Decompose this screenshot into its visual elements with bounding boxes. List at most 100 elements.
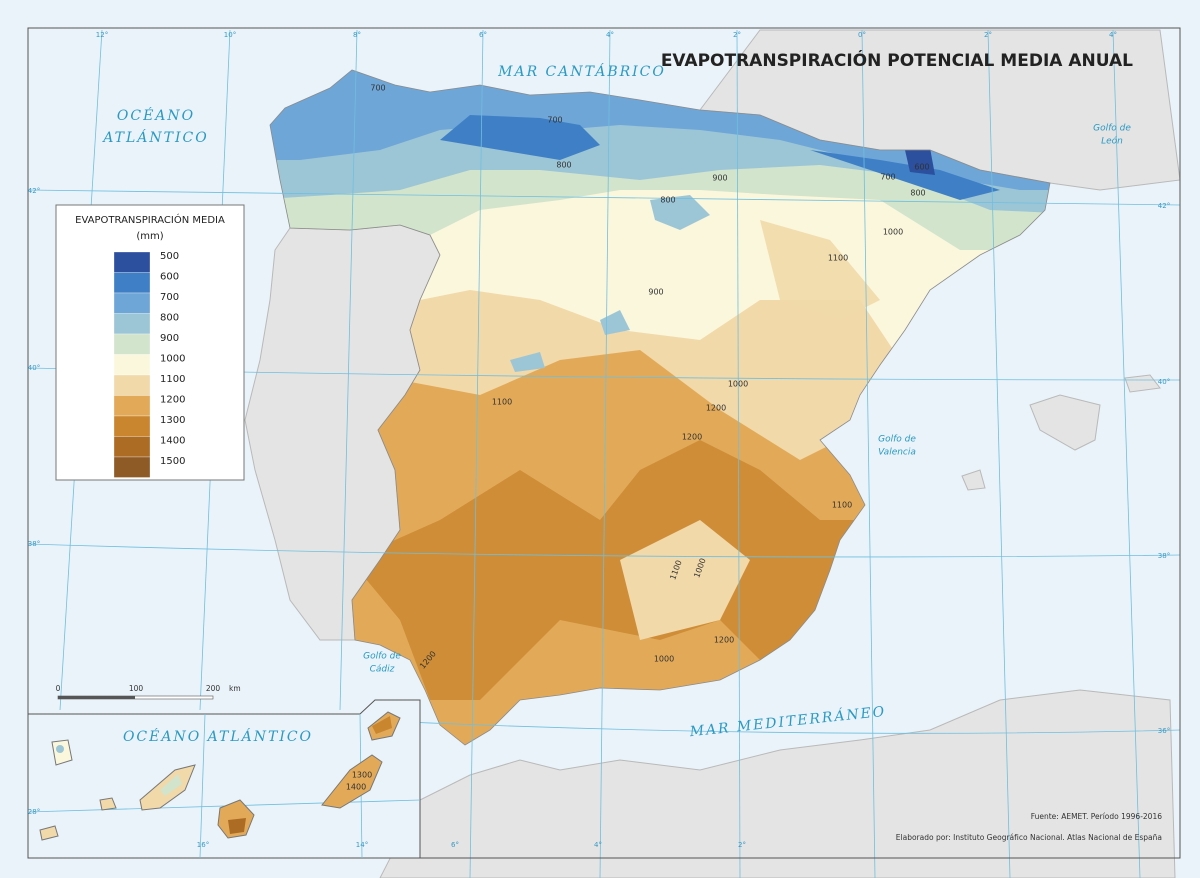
contour-label: 800: [910, 189, 925, 198]
zone: [760, 220, 880, 320]
contour-label: 800: [660, 196, 675, 205]
contour-label: 1300: [352, 771, 372, 780]
contour-label: 700: [370, 84, 385, 93]
zone: [510, 352, 545, 372]
map-shape: [160, 774, 182, 796]
map-shape: [39, 825, 59, 841]
legend-title: EVAPOTRANSPIRACIÓN MEDIA: [75, 213, 225, 226]
graticule-label: 40°: [28, 364, 40, 372]
graticule-label: 12°: [96, 31, 108, 39]
mallorca: [1029, 394, 1101, 451]
map-shape: [861, 29, 876, 878]
legend-swatch: [113, 415, 151, 437]
contour-label: 1100: [832, 501, 852, 510]
legend-swatch: [113, 333, 151, 355]
gulf-label: Golfo de: [878, 435, 916, 445]
graticule-label: 4°: [594, 841, 602, 849]
graticule-label: 2°: [738, 841, 746, 849]
credit: Elaborado por: Instituto Geográfico Naci…: [896, 833, 1162, 842]
legend-swatch: [113, 251, 151, 273]
graticule-label: 40°: [1158, 378, 1170, 386]
zone: [810, 150, 1000, 200]
africa: [379, 689, 1176, 878]
scale-label: 100: [129, 684, 144, 693]
sea-label: ATLÁNTICO: [101, 128, 208, 146]
map-shape: [987, 29, 1011, 878]
graticule-label: 0°: [858, 31, 866, 39]
zone: [650, 195, 710, 230]
sea-label: MAR CANTÁBRICO: [497, 62, 666, 80]
sea-label: OCÉANO: [117, 106, 195, 124]
frame: [27, 27, 1181, 859]
map-shape: [469, 29, 484, 878]
graticule-label: 6°: [451, 841, 459, 849]
legend-label: 800: [160, 313, 179, 324]
contour-label: 1000: [883, 228, 903, 237]
graticule-label: 4°: [606, 31, 614, 39]
map-shape: [339, 29, 358, 711]
contour-label: 1200: [682, 433, 702, 442]
gulf-label: Golfo de: [363, 652, 401, 662]
legend-swatch: [113, 272, 151, 294]
contour-label: 600: [914, 163, 929, 172]
gulf-label: Cádiz: [370, 665, 395, 675]
map-shape: [51, 739, 73, 766]
scale-label: 200: [206, 684, 221, 693]
contour-label: 1100: [828, 254, 848, 263]
gulf-label: Valencia: [878, 448, 916, 458]
legend-swatch: [113, 436, 151, 458]
map-shape: [199, 713, 206, 859]
graticule-label: 36°: [1158, 727, 1170, 735]
legend-swatch: [113, 354, 151, 376]
legend-swatch: [113, 374, 151, 396]
legend-unit: (mm): [136, 231, 163, 242]
graticule-label: 42°: [28, 187, 40, 195]
contour-label: 1200: [706, 404, 726, 413]
map-shape: [321, 754, 383, 809]
scale-label: 0: [56, 684, 61, 693]
legend-label: 1000: [160, 354, 185, 365]
contour-label: 700: [880, 173, 895, 182]
map-shape: [99, 797, 117, 811]
graticule-label: 38°: [1158, 552, 1170, 560]
contour-label: 1100: [492, 398, 512, 407]
map-shape: [1112, 29, 1141, 878]
map-shape: [359, 719, 1181, 734]
contour-label: 800: [556, 161, 571, 170]
contour-label: 1000: [654, 655, 674, 664]
zone: [620, 520, 750, 640]
map-shape: [217, 799, 255, 839]
source: Fuente: AEMET. Período 1996-2016: [1031, 812, 1162, 821]
contour-label: 900: [712, 174, 727, 183]
zone: [905, 148, 935, 175]
map-shape: [372, 716, 392, 734]
graticule-label: 16°: [197, 841, 209, 849]
map-shape: [56, 745, 64, 753]
graticule-label: 10°: [224, 31, 236, 39]
zone: [600, 310, 630, 335]
graticule-label: 2°: [984, 31, 992, 39]
legend-label: 500: [160, 251, 179, 262]
graticule-labels: 12° 10° 8° 6° 4° 2° 0° 2° 4° 42° 40° 38° 42° 40° 38° 36…: [28, 31, 1170, 849]
gulf-label: León: [1101, 136, 1123, 147]
graticule-label: 14°: [356, 841, 368, 849]
graticule-label: 6°: [479, 31, 487, 39]
legend-label: 1200: [160, 395, 185, 406]
zone: [440, 115, 600, 160]
legend-swatch: [113, 395, 151, 417]
legend-label: 1500: [160, 456, 185, 467]
ibiza: [961, 469, 986, 491]
contour-label: 1400: [346, 783, 366, 792]
legend-label: 1300: [160, 415, 185, 426]
contour-label: 1000: [728, 380, 748, 389]
map-shape: [228, 818, 246, 834]
canary-islands: [39, 711, 401, 841]
contour-label: 1200: [714, 636, 734, 645]
graticule-label: 2°: [733, 31, 741, 39]
scale-bar: 0 100 200 km: [56, 684, 241, 700]
spain-zones: [270, 70, 1050, 745]
zone: [350, 440, 860, 700]
title: EVAPOTRANSPIRACIÓN POTENCIAL MEDIA ANUAL: [661, 49, 1133, 71]
